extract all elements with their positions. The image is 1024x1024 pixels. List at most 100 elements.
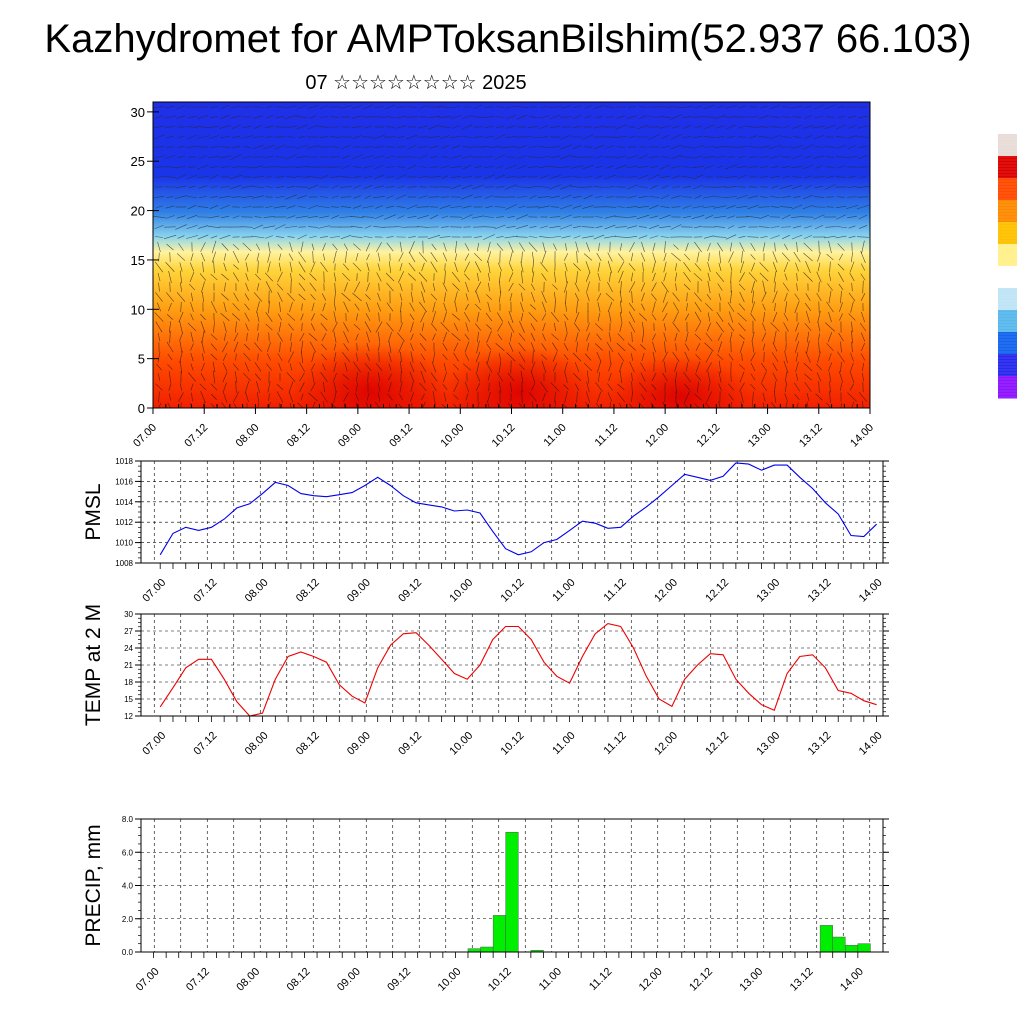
wind-vector: [289, 301, 293, 313]
wind-vector: [541, 250, 547, 264]
wind-vector: [155, 292, 163, 302]
wind-vector: [750, 242, 756, 252]
wind-vector: [669, 106, 683, 108]
wind-vector: [614, 236, 628, 238]
wind-vector: [729, 331, 733, 343]
wind-vector: [351, 115, 363, 119]
wind-vector: [554, 271, 556, 283]
wind-vector: [278, 403, 281, 408]
wind-vector: [538, 205, 550, 209]
wind-vector: [230, 153, 242, 161]
wind-vector: [851, 401, 855, 408]
wind-vector: [285, 105, 297, 109]
wind-vector: [713, 205, 727, 209]
wind-vector: [573, 106, 581, 108]
wind-vector: [407, 164, 417, 170]
wind-vector: [683, 125, 691, 129]
wind-vector: [771, 185, 779, 189]
wind-vector: [299, 362, 305, 372]
wind-vector: [576, 391, 578, 403]
wind-vector: [154, 196, 164, 198]
wind-vector: [674, 380, 678, 394]
wind-vector: [453, 394, 459, 400]
wind-vector: [268, 332, 270, 342]
wind-vector: [703, 105, 715, 109]
wind-vector: [848, 292, 856, 302]
wind-vector: [353, 195, 361, 199]
wind-vector: [583, 176, 593, 178]
wind-vector: [297, 234, 307, 240]
wind-vector: [256, 283, 260, 291]
wind-vector: [724, 105, 738, 109]
wind-vector: [474, 252, 482, 262]
wind-vector: [838, 272, 844, 282]
wind-vector: [364, 321, 372, 333]
wind-vector: [837, 106, 845, 108]
wind-vector: [295, 215, 309, 219]
wind-vector: [769, 126, 781, 128]
wind-vector: [202, 261, 204, 273]
wind-vector: [782, 282, 790, 292]
wind-vector: [252, 136, 264, 138]
wind-vector: [485, 361, 493, 373]
wind-vector: [483, 174, 495, 180]
wind-vector: [793, 196, 801, 198]
wind-vector: [681, 176, 693, 178]
wind-vector: [374, 145, 384, 149]
wind-vector: [826, 343, 834, 351]
wind-vector: [840, 402, 843, 408]
wind-vector: [495, 116, 505, 118]
wind-vector: [318, 206, 330, 208]
wind-vector: [176, 253, 186, 261]
x-tick-label: 13.12: [806, 730, 834, 758]
wind-vector: [696, 251, 700, 263]
wind-vector: [572, 205, 582, 209]
wind-vector: [793, 251, 801, 263]
wind-vector: [695, 343, 701, 351]
wind-vector: [818, 333, 820, 341]
wind-vector: [659, 106, 671, 108]
wind-vector: [549, 225, 561, 229]
wind-vector: [638, 235, 648, 239]
wind-vector: [560, 214, 572, 220]
wind-vector: [530, 370, 536, 384]
wind-vector: [309, 115, 317, 119]
wind-vector: [516, 186, 528, 188]
wind-vector: [652, 242, 656, 252]
wind-vector: [813, 155, 825, 159]
wind-vector: [265, 235, 273, 239]
wind-vector: [541, 361, 547, 373]
wind-vector: [724, 164, 738, 170]
wind-vector: [793, 136, 801, 138]
wind-vector: [465, 303, 469, 311]
wind-vector: [849, 371, 855, 383]
wind-vector: [693, 225, 703, 229]
wind-vector: [178, 392, 184, 402]
wind-vector: [268, 300, 270, 314]
wind-vector: [438, 116, 452, 118]
x-tick-label: 14.00: [857, 577, 885, 605]
wind-vector: [201, 330, 205, 344]
wind-vector: [398, 271, 404, 283]
wind-vector: [560, 194, 572, 200]
wind-vector: [486, 330, 492, 344]
wind-vector: [286, 186, 296, 188]
wind-vector: [772, 311, 778, 323]
wind-vector: [166, 292, 174, 302]
wind-vector: [364, 363, 372, 371]
wind-vector: [220, 105, 230, 109]
wind-vector: [507, 321, 515, 333]
wind-vector: [529, 195, 537, 199]
wind-vector: [563, 404, 568, 408]
wind-vector: [200, 313, 206, 321]
wind-vector: [828, 240, 832, 254]
wind-vector: [746, 126, 760, 128]
wind-vector: [265, 312, 273, 322]
wind-vector: [739, 291, 745, 303]
wind-vector: [652, 252, 656, 262]
wind-vector: [792, 176, 802, 178]
wind-vector: [630, 353, 634, 361]
wind-vector: [847, 215, 857, 219]
wind-vector: [576, 251, 578, 263]
wind-vector: [583, 186, 593, 188]
